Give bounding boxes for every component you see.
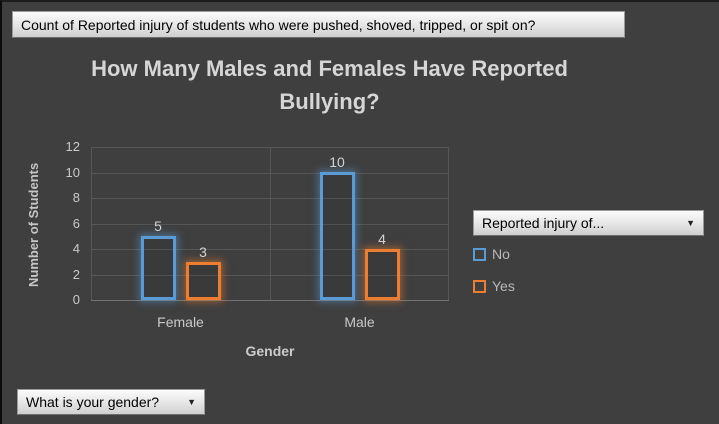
chevron-down-icon: ▼ xyxy=(187,397,196,407)
data-label-male-no: 10 xyxy=(329,154,345,170)
y-tick-12: 12 xyxy=(65,139,80,154)
x-axis-label-male: Male xyxy=(344,314,375,330)
value-field-button[interactable]: Count of Reported injury of students who… xyxy=(12,11,625,38)
chart-title-line1: How Many Males and Females Have Reported xyxy=(91,56,568,81)
chevron-down-icon: ▼ xyxy=(686,218,695,228)
data-label-female-yes: 3 xyxy=(199,244,207,260)
legend-filter-button[interactable]: Reported injury of... ▼ xyxy=(473,210,704,236)
y-tick-0: 0 xyxy=(72,292,80,307)
y-tick-10: 10 xyxy=(65,164,80,180)
legend-label-no: No xyxy=(492,246,510,262)
y-axis-title: Number of Students xyxy=(26,162,41,287)
y-tick-8: 8 xyxy=(72,190,80,205)
legend-swatch-yes xyxy=(473,279,486,293)
bar-male-yes xyxy=(364,249,400,300)
data-label-female-no: 5 xyxy=(154,218,162,234)
legend-filter-label: Reported injury of... xyxy=(482,215,605,231)
y-tick-2: 2 xyxy=(72,266,80,282)
gender-filter-button[interactable]: What is your gender? ▼ xyxy=(17,389,205,415)
y-tick-4: 4 xyxy=(72,241,80,256)
chart-title-line2: Bullying? xyxy=(279,89,380,114)
y-axis-tick-labels: 12 10 8 6 4 2 0 xyxy=(46,139,80,307)
legend-item-yes: Yes xyxy=(473,278,515,294)
legend-swatch-no xyxy=(473,247,486,261)
chart-title: How Many Males and Females Have Reported… xyxy=(2,52,657,118)
value-field-label: Count of Reported injury of students who… xyxy=(21,16,536,33)
gridline-y-0 xyxy=(91,300,449,301)
data-label-male-yes: 4 xyxy=(378,231,386,247)
plot-area: 5 3 10 4 xyxy=(91,147,449,301)
gender-filter-label: What is your gender? xyxy=(26,394,160,410)
x-axis-title: Gender xyxy=(245,343,295,359)
category-boundary-line-2 xyxy=(448,147,449,300)
legend-item-no: No xyxy=(473,246,510,262)
y-tick-6: 6 xyxy=(72,215,80,231)
x-axis-label-female: Female xyxy=(157,314,204,330)
bar-male-no xyxy=(319,172,355,300)
bar-female-yes xyxy=(185,262,221,300)
category-boundary-line-1 xyxy=(270,147,271,300)
bar-female-no xyxy=(140,236,176,300)
category-boundary-line-0 xyxy=(91,147,92,300)
legend-label-yes: Yes xyxy=(492,278,515,294)
